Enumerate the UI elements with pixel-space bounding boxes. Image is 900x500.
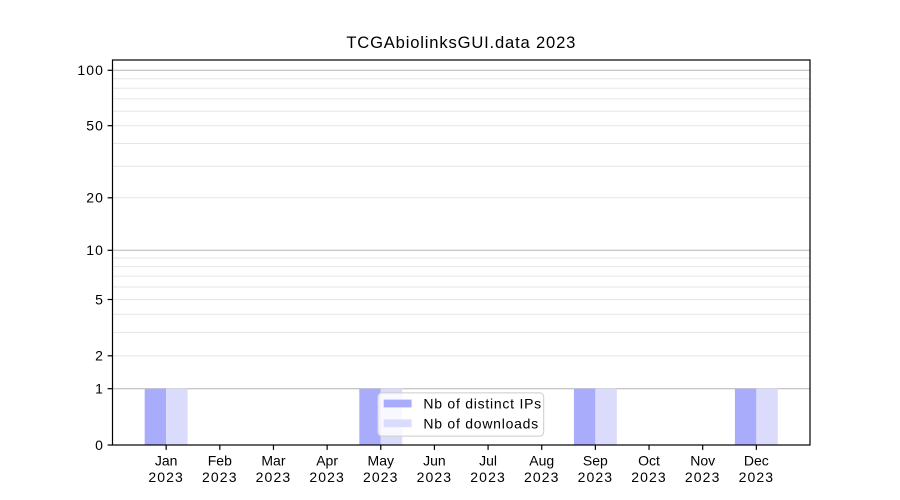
- svg-text:100: 100: [77, 62, 104, 78]
- svg-text:2023: 2023: [631, 469, 667, 485]
- svg-text:2023: 2023: [739, 469, 775, 485]
- svg-text:2023: 2023: [417, 469, 453, 485]
- svg-text:Sep: Sep: [583, 452, 608, 468]
- svg-text:20: 20: [86, 190, 104, 206]
- svg-text:2023: 2023: [578, 469, 614, 485]
- svg-text:2023: 2023: [363, 469, 399, 485]
- svg-text:Jun: Jun: [423, 452, 446, 468]
- svg-text:2023: 2023: [202, 469, 238, 485]
- svg-text:50: 50: [86, 118, 104, 134]
- svg-text:May: May: [368, 452, 394, 468]
- svg-text:Oct: Oct: [638, 452, 660, 468]
- svg-text:10: 10: [86, 242, 104, 258]
- svg-text:TCGAbiolinksGUI.data 2023: TCGAbiolinksGUI.data 2023: [346, 33, 576, 52]
- svg-text:2023: 2023: [470, 469, 506, 485]
- svg-text:Nov: Nov: [690, 452, 715, 468]
- svg-text:2023: 2023: [309, 469, 345, 485]
- svg-text:2: 2: [95, 348, 104, 364]
- svg-text:Jan: Jan: [155, 452, 178, 468]
- svg-text:Mar: Mar: [261, 452, 285, 468]
- svg-text:Nb of downloads: Nb of downloads: [423, 415, 539, 431]
- svg-text:Nb of distinct IPs: Nb of distinct IPs: [423, 395, 542, 411]
- svg-text:Feb: Feb: [208, 452, 232, 468]
- svg-text:Aug: Aug: [529, 452, 554, 468]
- svg-text:Apr: Apr: [316, 452, 338, 468]
- svg-text:0: 0: [95, 437, 104, 453]
- svg-text:Jul: Jul: [479, 452, 497, 468]
- svg-text:2023: 2023: [148, 469, 184, 485]
- svg-text:2023: 2023: [524, 469, 560, 485]
- svg-text:2023: 2023: [685, 469, 721, 485]
- svg-text:5: 5: [95, 291, 104, 307]
- svg-text:Dec: Dec: [744, 452, 769, 468]
- svg-text:1: 1: [95, 381, 104, 397]
- svg-text:2023: 2023: [256, 469, 292, 485]
